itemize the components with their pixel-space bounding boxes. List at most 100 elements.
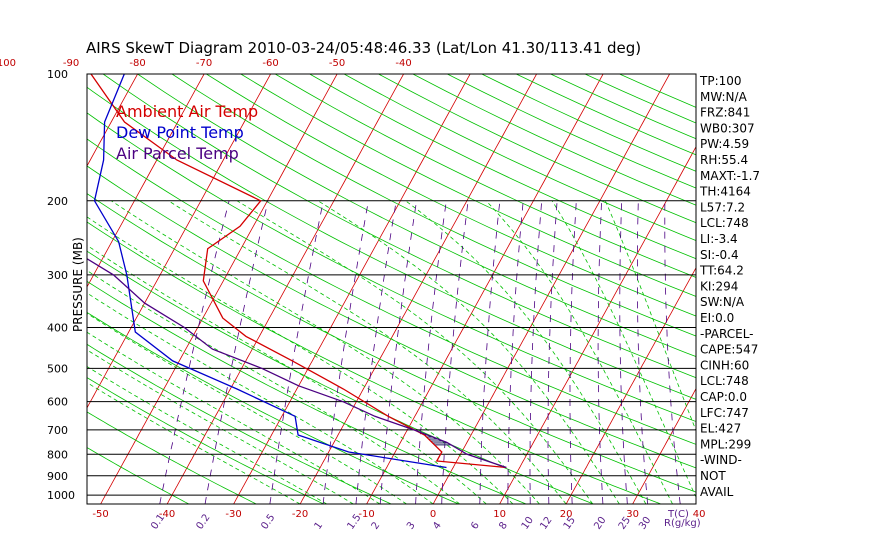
stat-line: -WIND- xyxy=(700,453,742,467)
temperature-unit-label: T(C) xyxy=(667,509,689,520)
legend: Ambient Air Temp Dew Point Temp Air Parcel… xyxy=(116,102,258,163)
stat-line: EI:0.0 xyxy=(700,311,734,325)
mixing-ratio-line xyxy=(637,200,649,504)
stat-line: MPL:299 xyxy=(700,437,751,451)
stat-line: TH:4164 xyxy=(699,185,751,199)
dry-adiabat-line xyxy=(137,74,696,358)
dry-adiabat-line xyxy=(87,165,696,469)
mixing-ratio-tick: 20 xyxy=(592,515,608,532)
stat-line: TT:64.2 xyxy=(699,264,744,278)
isotherm-line xyxy=(100,74,338,504)
profile-air-parcel-temp xyxy=(87,258,507,469)
chart-title: AIRS SkewT Diagram 2010-03-24/05:48:46.3… xyxy=(86,39,641,57)
dry-adiabat-line xyxy=(343,74,696,241)
stat-line: CAPE:547 xyxy=(700,343,758,357)
stat-line: LFC:747 xyxy=(700,406,749,420)
bottom-temp-tick: 20 xyxy=(560,509,573,520)
isotherm-line xyxy=(499,146,696,504)
plot-frame xyxy=(86,73,697,505)
pressure-label: 1000 xyxy=(47,489,75,502)
dry-adiabat-line xyxy=(206,74,696,317)
dry-adiabat-line xyxy=(87,138,696,445)
moist-adiabat-line xyxy=(604,200,696,432)
dry-adiabat-line xyxy=(87,411,257,504)
profile-ambient-air-temp xyxy=(90,74,507,469)
isotherm-line xyxy=(832,74,870,504)
mixing-ratio-line xyxy=(597,200,604,504)
pressure-label: 400 xyxy=(47,322,68,335)
dry-adiabat-line xyxy=(87,112,696,422)
dry-adiabat-line xyxy=(87,280,527,504)
stat-line: AVAIL xyxy=(700,485,734,499)
pressure-label: 800 xyxy=(47,448,68,461)
mixing-ratio-tick: 8 xyxy=(497,520,510,532)
top-temp-tick: -90 xyxy=(63,58,79,69)
stat-line: LCL:748 xyxy=(700,374,749,388)
moist-adiabat-line xyxy=(87,349,354,504)
top-temperature-ticks: -120-110-100-90-80-70-60-50-40 xyxy=(0,58,412,69)
stat-line: KI:294 xyxy=(700,279,738,293)
stat-line: L57:7.2 xyxy=(700,200,745,214)
bottom-temp-tick: -10 xyxy=(358,509,374,520)
top-temp-tick: -70 xyxy=(196,58,212,69)
top-temp-tick: -40 xyxy=(395,58,411,69)
isotherm-line xyxy=(0,74,5,504)
pressure-axis-labels: 100 200 300 400 500 600 700 800 900 1000 xyxy=(47,68,75,502)
moist-adiabat-line xyxy=(87,244,487,504)
stat-line: WB0:307 xyxy=(700,121,755,135)
top-temp-tick: -50 xyxy=(329,58,345,69)
pressure-label: 300 xyxy=(47,269,68,282)
dry-adiabat-line xyxy=(87,193,696,493)
dry-adiabat-line xyxy=(171,74,696,337)
isotherm-line xyxy=(87,74,271,409)
stat-line: LI:-3.4 xyxy=(700,232,738,246)
bottom-temp-tick: 0 xyxy=(430,509,436,520)
moist-adiabat-line xyxy=(168,200,567,504)
bottom-temp-tick: -40 xyxy=(159,509,175,520)
dry-adiabat-line xyxy=(274,74,696,278)
bottom-temp-tick: 40 xyxy=(693,509,706,520)
moist-adiabat-line xyxy=(87,292,434,504)
top-temp-tick: -100 xyxy=(0,58,16,69)
mixing-ratio-tick: 0.5 xyxy=(259,512,277,531)
legend-entry: Dew Point Temp xyxy=(116,123,244,142)
stat-line: LCL:748 xyxy=(700,216,749,230)
stat-line: CINH:60 xyxy=(700,358,749,372)
moist-adiabat-line xyxy=(485,200,673,504)
pressure-label: 500 xyxy=(47,362,68,375)
mixing-ratio-tick: 6 xyxy=(469,520,482,532)
moist-adiabat-line xyxy=(87,313,407,504)
isotherm-line xyxy=(0,74,71,504)
stat-line: MW:N/A xyxy=(700,90,748,104)
profile-dew-point-temp xyxy=(93,74,447,469)
bottom-temp-tick: 30 xyxy=(626,509,639,520)
mixing-ratio-line xyxy=(507,200,524,504)
moist-adiabat-line xyxy=(87,331,381,504)
moist-adiabat-line xyxy=(405,200,647,504)
isobar-lines xyxy=(87,200,696,496)
mixing-ratio-line xyxy=(664,200,681,504)
dry-adiabat-line xyxy=(87,377,324,504)
y-axis-label: PRESSURE (MB) xyxy=(71,237,85,332)
stat-line: SW:N/A xyxy=(700,295,745,309)
stat-line: FRZ:841 xyxy=(700,106,750,120)
mixing-ratio-tick: 2 xyxy=(370,520,383,532)
mixing-ratio-line xyxy=(441,200,469,504)
moist-adiabat-line xyxy=(317,200,620,504)
stat-line: NOT xyxy=(700,469,726,483)
profile-lines xyxy=(87,74,507,469)
stat-line: PW:4.59 xyxy=(700,137,749,151)
pressure-label: 900 xyxy=(47,470,68,483)
moist-adiabat-line xyxy=(87,270,460,504)
dry-adiabat-line xyxy=(309,74,696,260)
stat-line: SI:-0.4 xyxy=(700,248,739,262)
bottom-temp-tick: -30 xyxy=(225,509,241,520)
isotherm-line xyxy=(766,74,870,504)
bottom-temperature-ticks: -50 -40 -30 -20 -10 0 10 20 30 40 xyxy=(92,509,705,520)
moist-adiabat-line xyxy=(236,200,594,504)
mixing-ratio-tick: 0.2 xyxy=(194,512,212,531)
legend-entry: Air Parcel Temp xyxy=(116,144,239,163)
moist-adiabat-line xyxy=(87,382,301,504)
mixing-ratio-line xyxy=(547,200,558,504)
